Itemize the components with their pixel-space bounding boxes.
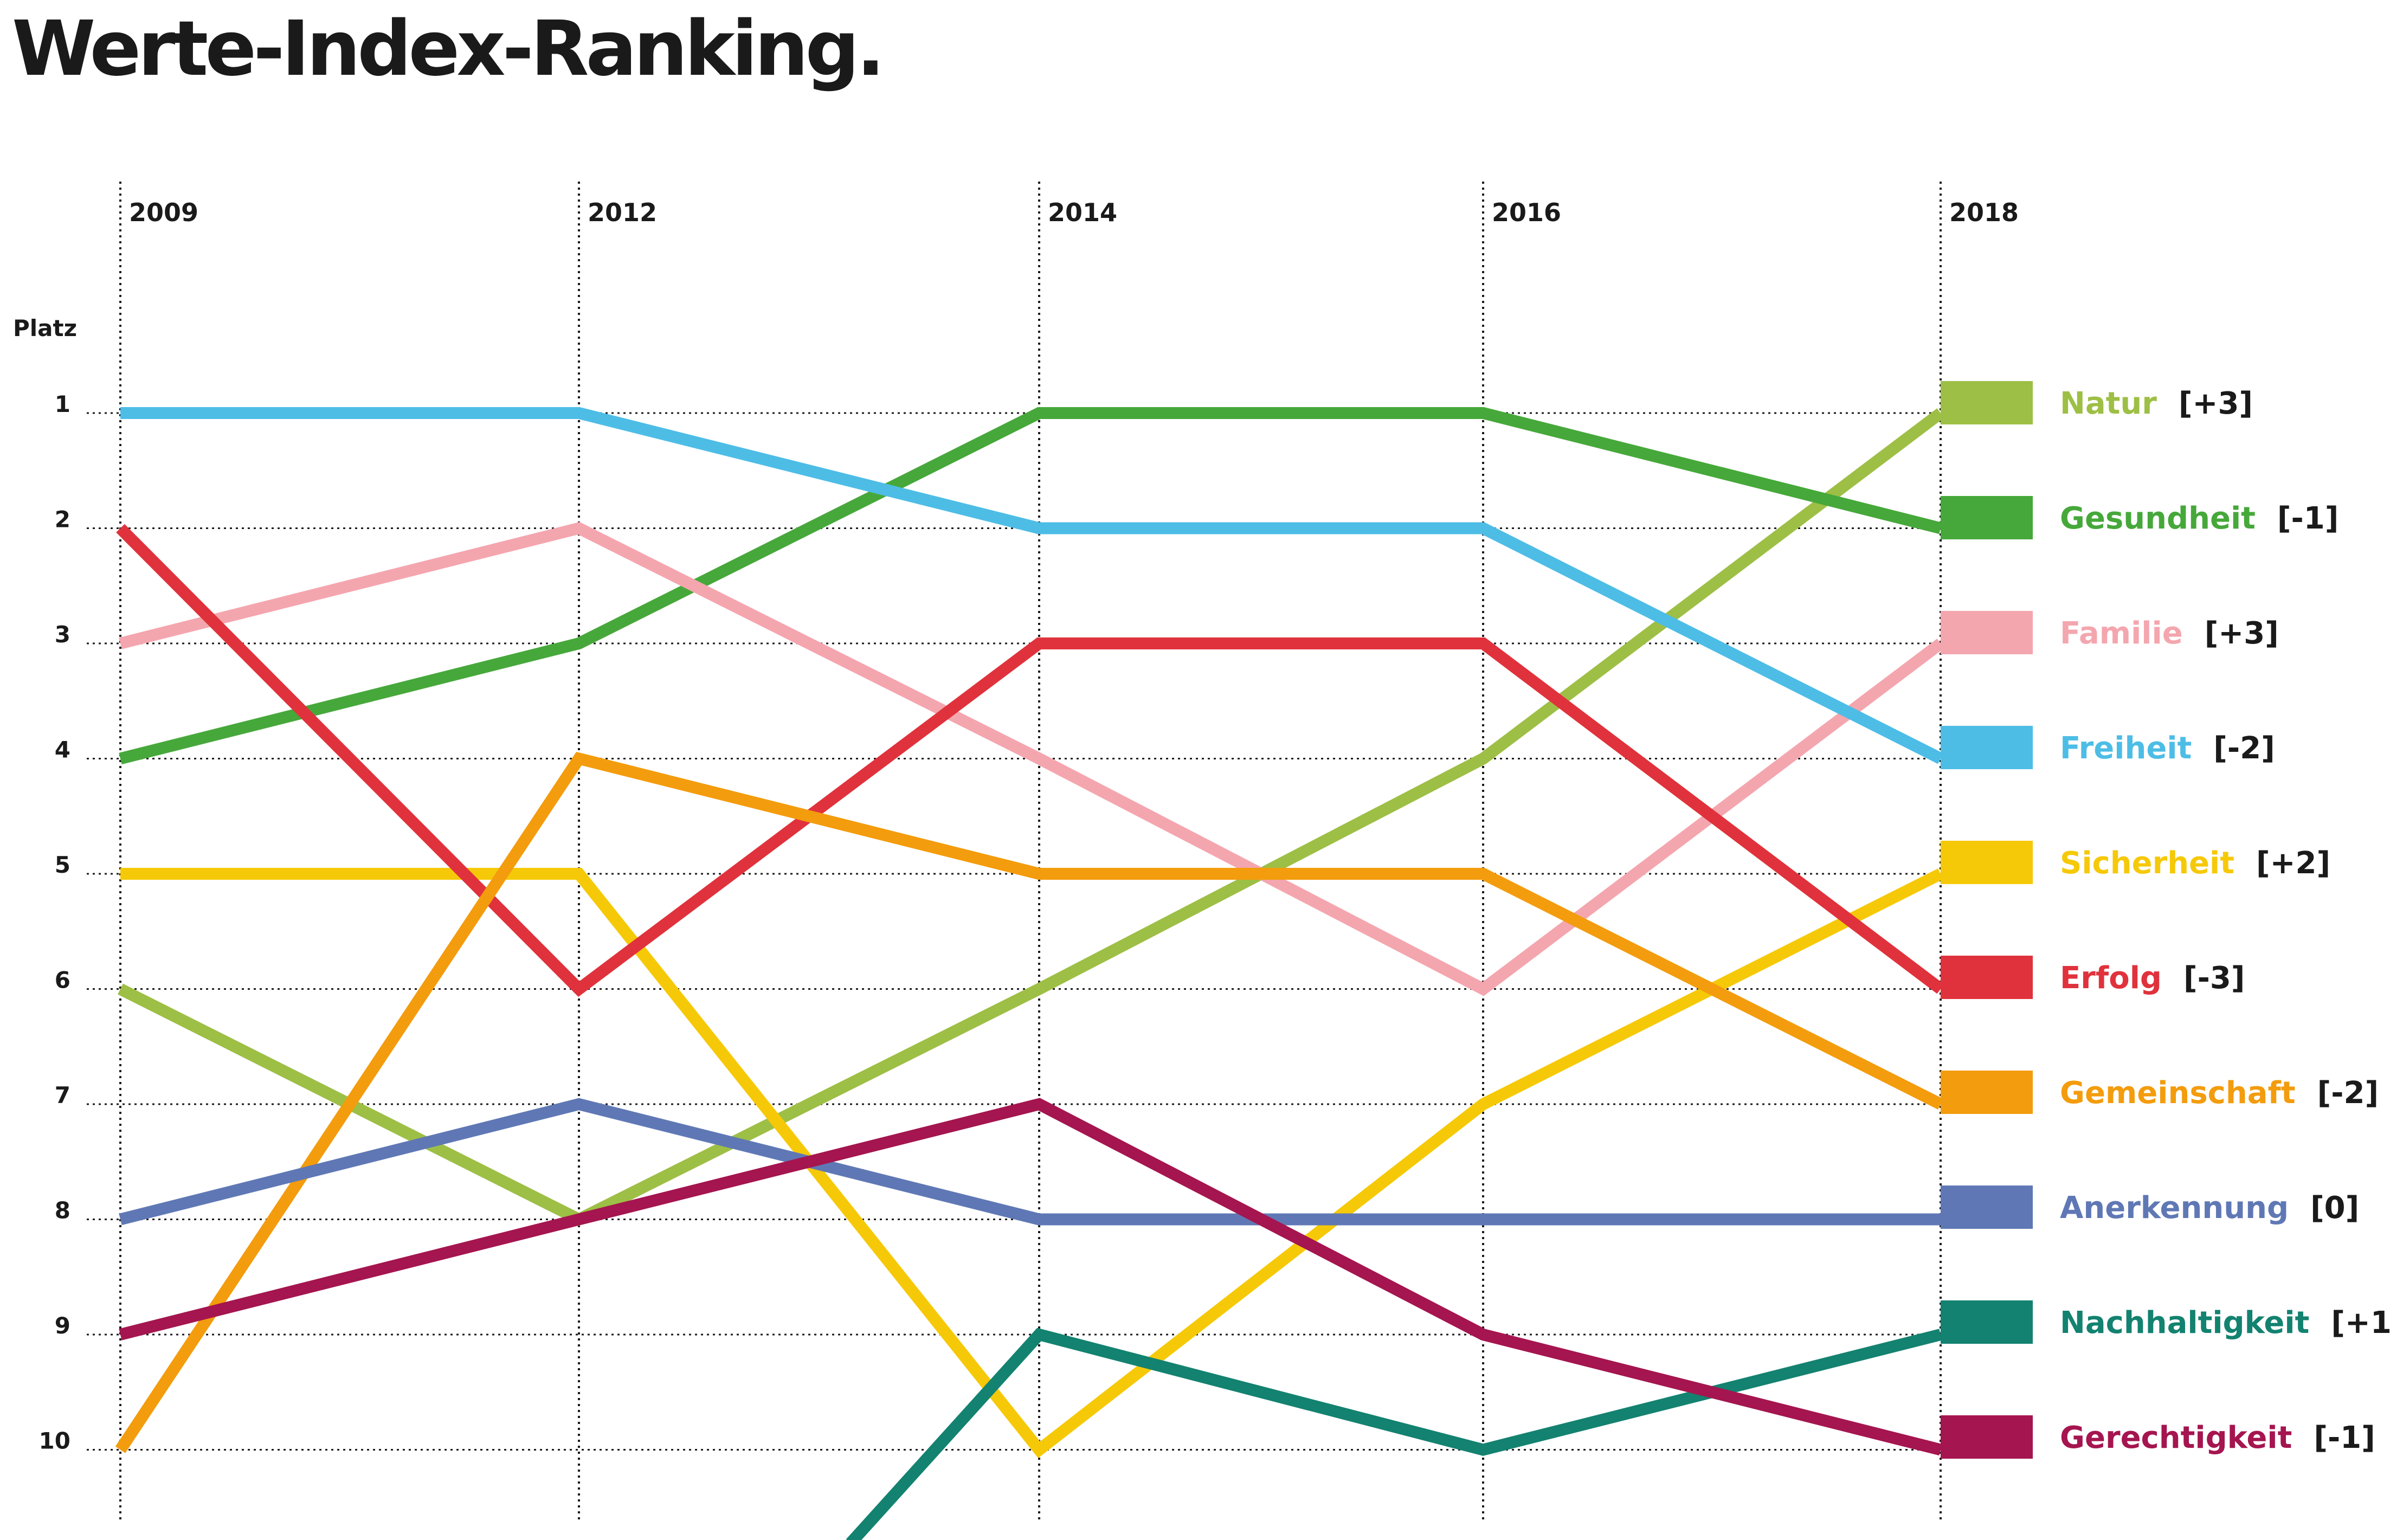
legend-label-gemeinschaft: Gemeinschaft [2060, 1075, 2296, 1111]
legend-label-freiheit: Freiheit [2060, 731, 2192, 766]
legend-item-freiheit: Freiheit [-2] [1941, 726, 2275, 769]
legend-item-familie: Familie [+3] [1941, 611, 2279, 654]
rank-tick-8: 8 [55, 1197, 70, 1224]
legend-swatch-gesundheit [1941, 496, 2033, 539]
series-line-natur [118, 408, 1944, 1226]
series-line-familie [119, 521, 1944, 996]
legend-change-nachhaltigkeit: [+1] [2331, 1305, 2390, 1341]
legend-item-anerkennung: Anerkennung [0] [1941, 1185, 2359, 1229]
year-tick-2014: 2014 [1048, 198, 1117, 227]
rank-tick-10: 10 [39, 1428, 70, 1454]
legend-item-natur: Natur [+3] [1941, 381, 2253, 424]
legend-swatch-anerkennung [1941, 1185, 2033, 1229]
series-line-erfolg [116, 524, 1944, 997]
rank-tick-5: 5 [55, 852, 70, 878]
legend-label-sicherheit: Sicherheit [2060, 846, 2234, 881]
series-line-nachhaltigkeit [846, 1328, 1942, 1540]
year-tick-2009: 2009 [129, 198, 198, 227]
legend-label-gerechtigkeit: Gerechtigkeit [2060, 1420, 2292, 1455]
horizontal-gridlines [87, 412, 1941, 1451]
legend-item-nachhaltigkeit: Nachhaltigkeit [+1] [1941, 1300, 2390, 1344]
year-tick-2012: 2012 [588, 198, 657, 227]
series-line-freiheit [120, 407, 1943, 764]
legend-change-gesundheit: [-1] [2277, 501, 2339, 536]
legend-swatch-erfolg [1941, 956, 2033, 999]
legend-change-natur: [+3] [2179, 386, 2253, 421]
y-axis-label: Platz [13, 315, 77, 341]
legend-change-anerkennung: [0] [2310, 1190, 2359, 1226]
legend-item-gesundheit: Gesundheit [-1] [1941, 496, 2339, 539]
legend-change-sicherheit: [+2] [2256, 846, 2330, 881]
legend-item-sicherheit: Sicherheit [+2] [1941, 841, 2330, 884]
legend-label-natur: Natur [2060, 386, 2157, 421]
legend-change-freiheit: [-2] [2213, 731, 2275, 766]
legend-swatch-familie [1941, 611, 2033, 654]
legend-change-gerechtigkeit: [-1] [2314, 1420, 2375, 1455]
legend-item-gemeinschaft: Gemeinschaft [-2] [1941, 1071, 2379, 1114]
rank-tick-1: 1 [55, 391, 70, 417]
series-line-anerkennung [119, 1098, 1941, 1226]
rank-tick-labels: 1 2 3 4 5 6 7 8 9 10 [39, 391, 70, 1454]
legend-label-nachhaltigkeit: Nachhaltigkeit [2060, 1305, 2309, 1341]
legend-change-gemeinschaft: [-2] [2317, 1075, 2379, 1111]
legend-swatch-gerechtigkeit [1941, 1415, 2033, 1459]
rank-tick-7: 7 [55, 1082, 70, 1109]
year-tick-labels: 2009 2012 2014 2016 2018 [129, 198, 2019, 227]
legend-change-erfolg: [-3] [2183, 961, 2245, 996]
legend-label-anerkennung: Anerkennung [2060, 1190, 2289, 1226]
legend-item-erfolg: Erfolg [-3] [1941, 956, 2245, 999]
legend: Natur [+3] Gesundheit [-1] Familie [+3] Freihe… [1941, 381, 2390, 1459]
rank-tick-3: 3 [55, 621, 70, 648]
legend-item-gerechtigkeit: Gerechtigkeit [-1] [1941, 1415, 2375, 1459]
year-tick-2018: 2018 [1949, 198, 2019, 227]
rank-tick-6: 6 [55, 967, 70, 994]
rank-tick-4: 4 [55, 737, 70, 763]
series-line-gemeinschaft [115, 751, 1943, 1453]
rank-tick-9: 9 [55, 1312, 70, 1339]
rank-tick-2: 2 [55, 506, 70, 533]
legend-swatch-freiheit [1941, 726, 2033, 769]
legend-swatch-natur [1941, 381, 2033, 424]
legend-swatch-nachhaltigkeit [1941, 1300, 2033, 1344]
series-line-gesundheit [119, 407, 1942, 765]
chart-title: Werte-Index-Ranking. [12, 5, 882, 93]
series-lines [115, 407, 1944, 1540]
legend-label-gesundheit: Gesundheit [2060, 501, 2256, 536]
series-line-sicherheit [120, 868, 1943, 1458]
legend-swatch-sicherheit [1941, 841, 2033, 884]
legend-swatch-gemeinschaft [1941, 1071, 2033, 1114]
legend-label-familie: Familie [2060, 616, 2183, 651]
series-line-gerechtigkeit [119, 1098, 1942, 1456]
legend-change-familie: [+3] [2205, 616, 2279, 651]
legend-label-erfolg: Erfolg [2060, 961, 2162, 996]
year-tick-2016: 2016 [1492, 198, 1561, 227]
